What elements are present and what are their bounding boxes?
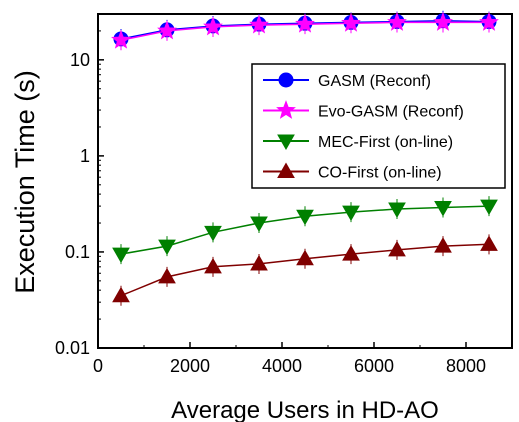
point-marker <box>480 235 498 251</box>
data-point <box>112 285 130 306</box>
data-point <box>250 213 268 234</box>
point-marker <box>112 247 130 264</box>
x-tick-label: 4000 <box>262 356 302 376</box>
x-axis-title: Average Users in HD-AO <box>171 397 439 422</box>
data-point <box>387 12 407 33</box>
data-point <box>342 244 360 265</box>
data-point <box>157 20 177 41</box>
y-tick-label: 1 <box>80 146 90 166</box>
data-point <box>111 29 131 51</box>
point-marker <box>388 240 406 257</box>
data-point <box>249 14 269 36</box>
point-marker <box>111 29 131 49</box>
point-marker <box>157 20 177 40</box>
data-point <box>203 16 223 37</box>
y-tick-label: 0.01 <box>55 338 90 358</box>
point-marker <box>434 237 452 253</box>
point-marker <box>296 249 314 266</box>
point-marker <box>480 199 498 216</box>
data-point <box>480 234 498 255</box>
data-point <box>296 206 314 227</box>
series-2 <box>112 196 498 265</box>
data-point <box>480 196 498 217</box>
legend-label: MEC-First (on-line) <box>318 134 453 151</box>
legend-marker <box>277 162 295 178</box>
data-point <box>388 198 406 219</box>
data-point <box>250 253 268 274</box>
data-point <box>295 13 315 35</box>
point-marker <box>112 286 130 303</box>
point-marker <box>388 202 406 218</box>
point-marker <box>342 205 360 222</box>
point-marker <box>434 201 452 217</box>
x-tick-label: 6000 <box>354 356 394 376</box>
data-point <box>433 12 453 33</box>
point-marker <box>249 14 269 34</box>
point-marker <box>295 13 315 33</box>
point-marker <box>433 12 453 31</box>
point-marker <box>250 216 268 233</box>
legend-label: GASM (Reconf) <box>318 73 431 90</box>
data-point <box>158 266 176 287</box>
data-point <box>388 239 406 260</box>
point-marker <box>387 12 407 31</box>
legend: GASM (Reconf) Evo-GASM (Reconf) MEC-First … <box>251 63 506 189</box>
data-point <box>112 244 130 265</box>
point-marker <box>158 267 176 284</box>
series-1 <box>111 12 499 51</box>
data-point <box>204 256 222 277</box>
point-marker <box>479 12 499 31</box>
series-3 <box>112 234 498 306</box>
point-marker <box>341 12 361 32</box>
point-marker <box>158 239 176 256</box>
y-tick-label: 0.1 <box>65 242 90 262</box>
legend-marker <box>278 72 294 88</box>
legend-marker <box>276 100 296 119</box>
data-point <box>434 197 452 218</box>
legend-label: Evo-GASM (Reconf) <box>318 104 464 121</box>
data-point <box>479 12 499 33</box>
point-marker <box>342 245 360 261</box>
point-marker <box>204 257 222 274</box>
legend-marker <box>277 134 295 151</box>
x-tick-label: 8000 <box>446 356 486 376</box>
point-marker <box>250 254 268 271</box>
point-marker <box>204 225 222 242</box>
data-point <box>434 236 452 257</box>
data-point <box>341 12 361 34</box>
data-point <box>296 248 314 269</box>
x-tick-label: 2000 <box>170 356 210 376</box>
data-point <box>204 222 222 243</box>
y-axis-title: Execution Time (s) <box>10 70 40 294</box>
point-marker <box>203 16 223 36</box>
x-tick-label: 0 <box>93 356 103 376</box>
legend-label: CO-First (on-line) <box>318 165 442 182</box>
y-tick-label: 10 <box>70 50 90 70</box>
data-point <box>342 202 360 223</box>
point-marker <box>296 209 314 226</box>
legend-box <box>251 63 506 189</box>
data-point <box>158 236 176 257</box>
